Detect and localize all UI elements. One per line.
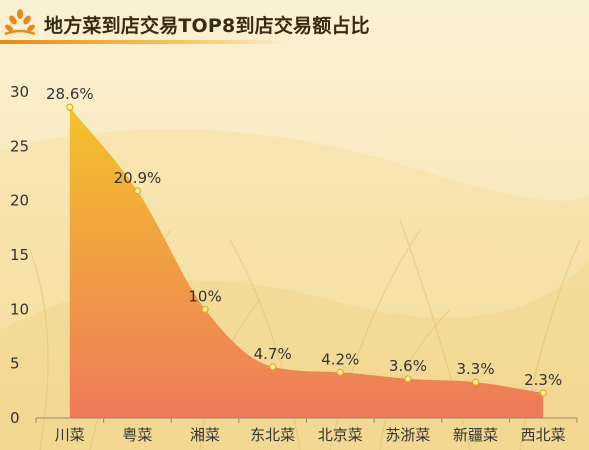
- data-label: 4.2%: [321, 350, 359, 368]
- x-tick-label: 湘菜: [190, 426, 220, 444]
- data-points: [66, 103, 547, 397]
- data-label: 3.3%: [457, 360, 495, 378]
- wheat-icon: [4, 9, 36, 36]
- y-tick-label: 10: [10, 300, 29, 318]
- data-point: [471, 378, 480, 386]
- data-point: [66, 103, 74, 111]
- data-point: [539, 389, 547, 397]
- data-label: 3.6%: [389, 357, 427, 375]
- x-tick-label: 苏浙菜: [385, 426, 430, 444]
- y-tick-label: 30: [10, 83, 29, 101]
- data-point: [269, 363, 277, 371]
- area-series: [69, 107, 544, 419]
- x-tick-label: 新疆菜: [453, 426, 498, 444]
- x-tick-label: 川菜: [55, 426, 85, 444]
- y-tick-label: 25: [10, 137, 29, 155]
- x-tick-label: 粤菜: [122, 426, 152, 444]
- x-tick-label: 北京菜: [318, 426, 363, 444]
- x-tick-label: 东北菜: [250, 426, 295, 444]
- y-axis: 0 5 10 15 20 25 30: [10, 83, 29, 427]
- header: 地方菜到店交易TOP8到店交易额占比: [0, 0, 589, 46]
- data-label: 10%: [188, 287, 221, 305]
- data-label: 2.3%: [524, 371, 562, 389]
- title-underline: [0, 40, 290, 44]
- y-tick-label: 15: [10, 246, 29, 264]
- data-point: [404, 375, 412, 383]
- page-title: 地方菜到店交易TOP8到店交易额占比: [44, 15, 370, 37]
- data-label: 28.6%: [46, 85, 94, 103]
- x-axis: 川菜 粤菜 湘菜 东北菜 北京菜 苏浙菜 新疆菜 西北菜: [35, 418, 578, 444]
- y-tick-label: 5: [10, 355, 20, 373]
- y-tick-label: 20: [10, 192, 29, 210]
- data-label: 20.9%: [114, 169, 162, 187]
- data-labels: 28.6% 20.9% 10% 4.7% 4.2% 3.6% 3.3% 2.3%: [46, 85, 562, 389]
- data-label: 4.7%: [254, 345, 292, 363]
- data-point: [201, 305, 209, 313]
- y-tick-label: 0: [10, 409, 20, 427]
- data-point: [133, 187, 142, 195]
- x-tick-label: 西北菜: [521, 426, 566, 444]
- data-point: [336, 368, 344, 376]
